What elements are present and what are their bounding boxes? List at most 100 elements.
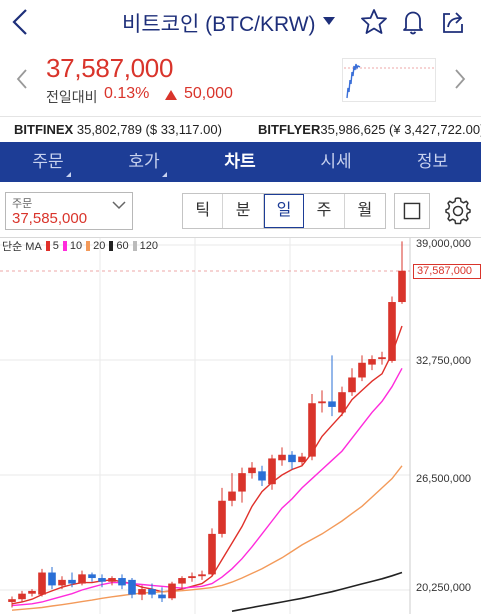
candle [378,351,386,365]
square-icon[interactable] [394,193,430,229]
tab-info[interactable]: 정보 [384,142,481,182]
candle [128,578,136,599]
period-selector: 틱 분 일 주 월 [182,193,386,229]
candle [268,454,276,490]
change-percent: 0.13% [104,85,150,102]
candle-body [48,572,56,586]
candle [218,487,226,538]
legend-item: 5 [52,240,59,252]
legend-item: 120 [139,240,159,252]
candle [78,570,86,586]
candle [358,355,366,382]
change-amount: 50,000 [184,85,233,102]
prev-chevron-icon[interactable] [16,68,28,90]
candle-body [398,270,406,303]
star-icon[interactable] [359,7,389,37]
y-axis-tick-label: 39,000,000 [416,238,472,250]
price-summary: 37,587,000 전일대비 0.13% 50,000 [0,44,481,114]
candle [18,590,26,602]
candle [118,574,126,590]
candle-body [278,454,286,461]
candle-body [368,359,376,365]
exchange-value: 35,986,625 (¥ 3,427,722.00) [320,122,481,137]
current-price-tag: 37,587,000 [413,264,481,279]
tab-quotes[interactable]: 시세 [288,142,384,182]
y-axis-tick-label: 26,500,000 [416,473,472,485]
candle [168,581,176,601]
exchange-name: BITFLYER [258,122,321,137]
period-day[interactable]: 일 [263,194,305,228]
candle-body [378,357,386,360]
submenu-indicator-icon [162,172,167,177]
candle [368,355,376,371]
exchange-bitflyer: BITFLYER35,986,625 (¥ 3,427,722.00) [258,122,481,137]
candle-body [198,574,206,577]
candle [258,465,266,487]
legend-label: 단순 MA [2,241,42,253]
candle [148,583,156,599]
tab-bar: 주문 호가 차트 시세 정보 [0,142,481,182]
exchange-bitfinex: BITFINEX 35,802,789 ($ 33,117.00) [14,122,222,137]
candle-body [118,578,126,586]
page-title[interactable]: 비트코인 (BTC/KRW) [122,13,316,36]
chart-controls: 주문 37,585,000 틱 분 일 주 월 [0,182,481,238]
candle-body [288,454,296,463]
order-price-dropdown[interactable]: 주문 37,585,000 [5,192,133,230]
candle-body [98,578,106,582]
candle-body [188,576,196,579]
exchange-prices: BITFINEX 35,802,789 ($ 33,117.00) BITFLY… [0,116,481,142]
chevron-down-icon [112,201,126,210]
tab-order[interactable]: 주문 [0,142,96,182]
legend-swatch [62,241,67,251]
share-icon[interactable] [438,7,468,37]
candle [328,355,336,417]
title-dropdown-caret-icon[interactable] [323,17,335,25]
candle [298,452,306,466]
candlestick-chart[interactable] [0,238,481,614]
candle [348,368,356,396]
candle [308,394,316,461]
candle-body [268,458,276,485]
period-minute[interactable]: 분 [223,194,264,228]
candle-body [168,583,176,599]
tab-label: 호가 [128,152,160,171]
tab-orderbook[interactable]: 호가 [96,142,192,182]
candle-body [248,467,256,474]
tab-chart[interactable]: 차트 [192,142,288,182]
candle [238,467,246,503]
legend-swatch [109,241,114,251]
exchange-name: BITFINEX [14,122,74,137]
gear-icon[interactable] [440,193,476,229]
period-week[interactable]: 주 [304,194,345,228]
ma-legend: 단순 MA 5 10 20 60 120 [2,239,158,253]
candle-body [328,401,336,407]
candle-body [218,500,226,534]
candle [48,567,56,590]
candle [178,576,186,590]
candle-body [8,599,16,602]
legend-item: 10 [69,240,83,252]
exchange-value: 35,802,789 ($ 33,117.00) [76,122,222,137]
candle [88,572,96,582]
bell-icon[interactable] [398,7,428,37]
up-triangle-icon [165,90,177,100]
candle-body [148,589,156,595]
back-chevron-icon[interactable] [6,4,36,40]
order-label: 주문 [12,198,33,210]
period-tick[interactable]: 틱 [183,194,224,228]
candle [58,576,66,590]
candle-body [178,578,186,584]
mini-sparkline-chart[interactable] [342,58,436,102]
candle-body [78,574,86,584]
ma-line-60 [231,571,403,612]
ma-line-10 [11,367,403,607]
submenu-indicator-icon [66,172,71,177]
tab-label: 차트 [224,152,256,171]
candle [38,568,46,597]
ma-line-20 [11,465,403,611]
candle [228,473,236,507]
period-month[interactable]: 월 [357,202,373,219]
candle [338,386,346,417]
candle [248,462,256,479]
next-chevron-icon[interactable] [454,68,466,90]
